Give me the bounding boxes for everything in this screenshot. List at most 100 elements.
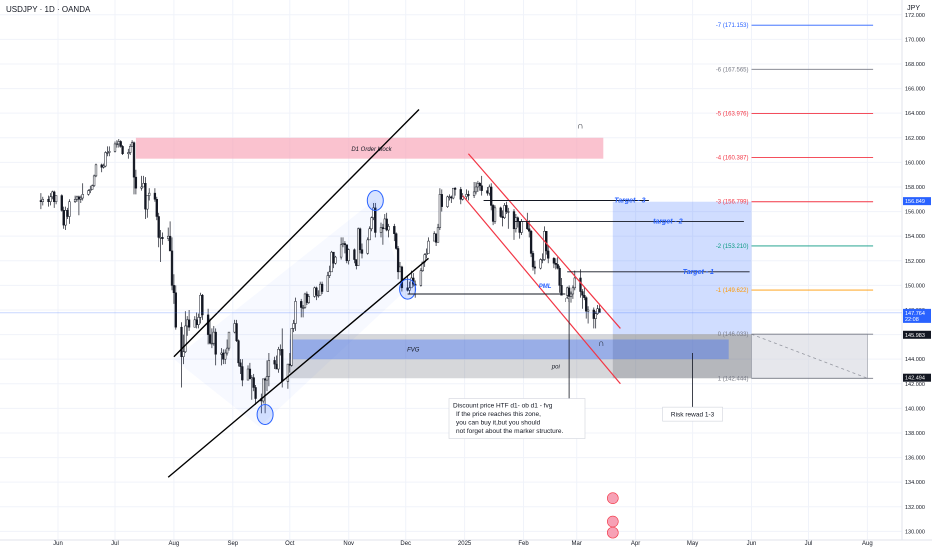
candle-body <box>159 237 162 239</box>
candle-body <box>476 183 480 188</box>
candle-body <box>201 294 204 316</box>
candle-body <box>450 196 453 199</box>
price-tag-label: 147.764 <box>905 311 925 317</box>
candle-body <box>87 190 90 195</box>
projection-dashed-line <box>751 333 868 379</box>
candle-body <box>53 191 56 202</box>
candle-body <box>104 152 107 167</box>
fib-level-label: -1 (149.622) <box>716 288 749 294</box>
desc-channel-top <box>467 153 621 329</box>
candle-body <box>73 199 77 202</box>
price-tag-sub: 22:08 <box>905 317 919 323</box>
y-tick-label: 152.000 <box>905 259 925 265</box>
candle-body <box>501 216 504 218</box>
candle-body <box>567 287 571 297</box>
candle-body <box>305 293 309 303</box>
candle-body <box>277 349 280 370</box>
candle-body <box>585 297 588 312</box>
candle-body <box>347 249 350 262</box>
candle-body <box>598 308 601 313</box>
y-tick-label: 144.000 <box>905 357 925 363</box>
target3-label: Target - 3 <box>614 198 645 205</box>
magnet-icon: ∩ <box>598 338 605 348</box>
candle-body <box>168 235 172 252</box>
candle-body <box>292 323 295 329</box>
candle-body <box>117 141 120 145</box>
desc-channel-bottom <box>462 195 621 385</box>
candle-body <box>142 183 145 188</box>
poi-zone <box>289 334 752 379</box>
candle-body <box>92 175 96 186</box>
x-tick-label: Aug <box>169 541 180 547</box>
candle-body <box>514 217 518 230</box>
candle-body <box>161 237 164 239</box>
x-tick-label: Oct <box>285 541 295 547</box>
fib-level-label: -4 (160.387) <box>716 156 749 162</box>
candle-body <box>558 267 561 286</box>
candle-body <box>355 259 358 266</box>
candle-body <box>366 239 369 254</box>
candle-body <box>100 164 103 168</box>
y-tick-label: 142.000 <box>905 382 925 388</box>
candle-body <box>39 200 43 202</box>
channel-bottom-line <box>167 257 429 478</box>
candle-body <box>254 387 257 399</box>
candle-body <box>273 360 276 365</box>
candle-body <box>438 194 442 228</box>
target-zone <box>612 201 752 335</box>
candle-body <box>543 231 546 260</box>
y-tick-label: 130.000 <box>905 529 925 535</box>
candle-body <box>47 199 50 202</box>
x-axis: Jun Jul Aug Sep Oct Nov Dec 2025 Feb Mar Apr May Jun… <box>0 539 932 550</box>
candle-body <box>81 194 84 199</box>
fib-level-label: -5 (163.976) <box>716 111 749 117</box>
fib-level-label: -7 (171.153) <box>716 23 749 29</box>
candle-body <box>214 331 217 355</box>
x-tick-label: Sep <box>227 541 238 547</box>
price-tag-label: 156.849 <box>905 199 925 205</box>
candle-body <box>167 235 170 239</box>
candle-body <box>320 283 324 292</box>
candle-body <box>222 352 225 360</box>
y-tick-label: 170.000 <box>905 37 925 43</box>
candle-body <box>503 205 506 218</box>
candle-body <box>381 227 385 230</box>
candle-body <box>172 285 176 294</box>
target1-label: Target - 1 <box>683 269 714 276</box>
candle-body <box>64 210 67 226</box>
y-tick-label: 172.000 <box>905 13 925 19</box>
price-tag <box>903 308 931 323</box>
order-block-label: D1 Order block <box>351 147 392 153</box>
candle-body <box>233 323 236 333</box>
candle-body <box>571 287 575 295</box>
candle-body <box>459 189 462 200</box>
candle-body <box>140 186 143 189</box>
candle-body <box>89 189 92 191</box>
candle-body <box>212 331 215 344</box>
candle-body <box>343 243 347 246</box>
candle-body <box>91 185 94 190</box>
candle-body <box>195 319 198 325</box>
x-tick-label: Nov <box>343 541 354 547</box>
candle-body <box>108 151 111 153</box>
candle-body <box>130 142 134 147</box>
candle-body <box>592 309 595 319</box>
fib-level-label: 1 (142.444) <box>718 376 749 382</box>
y-tick-label: 156.000 <box>905 210 925 216</box>
candle-body <box>539 259 542 269</box>
candle-body <box>281 349 284 382</box>
candle-body <box>528 228 531 232</box>
candle-body <box>374 207 377 233</box>
candle-body <box>474 186 478 193</box>
candle-body <box>208 334 212 344</box>
candle-body <box>252 377 255 388</box>
candle-body <box>345 244 348 262</box>
grid-lines <box>0 0 902 540</box>
candle-body <box>241 366 244 381</box>
candle-body <box>326 275 329 292</box>
candle-body <box>174 292 177 328</box>
y-tick-label: 168.000 <box>905 62 925 68</box>
y-tick-label: 164.000 <box>905 111 925 117</box>
candle-body <box>353 249 356 260</box>
candle-body <box>279 349 282 351</box>
